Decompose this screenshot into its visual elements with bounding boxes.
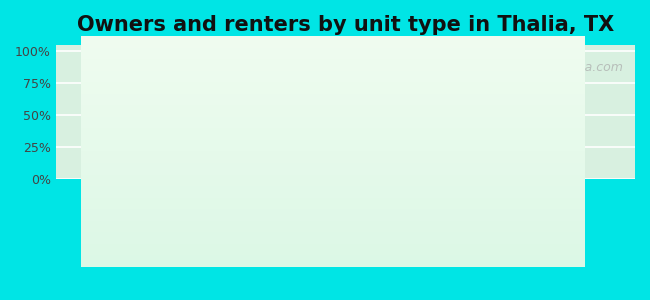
Text: City-Data.com: City-Data.com bbox=[534, 61, 623, 74]
Legend: Owner occupied units, Renter occupied units: Owner occupied units, Renter occupied un… bbox=[162, 201, 528, 224]
Bar bbox=[423, 170, 501, 179]
Bar bbox=[501, 176, 579, 179]
Bar bbox=[89, 89, 167, 179]
Title: Owners and renters by unit type in Thalia, TX: Owners and renters by unit type in Thali… bbox=[77, 15, 614, 35]
Bar bbox=[167, 154, 245, 179]
